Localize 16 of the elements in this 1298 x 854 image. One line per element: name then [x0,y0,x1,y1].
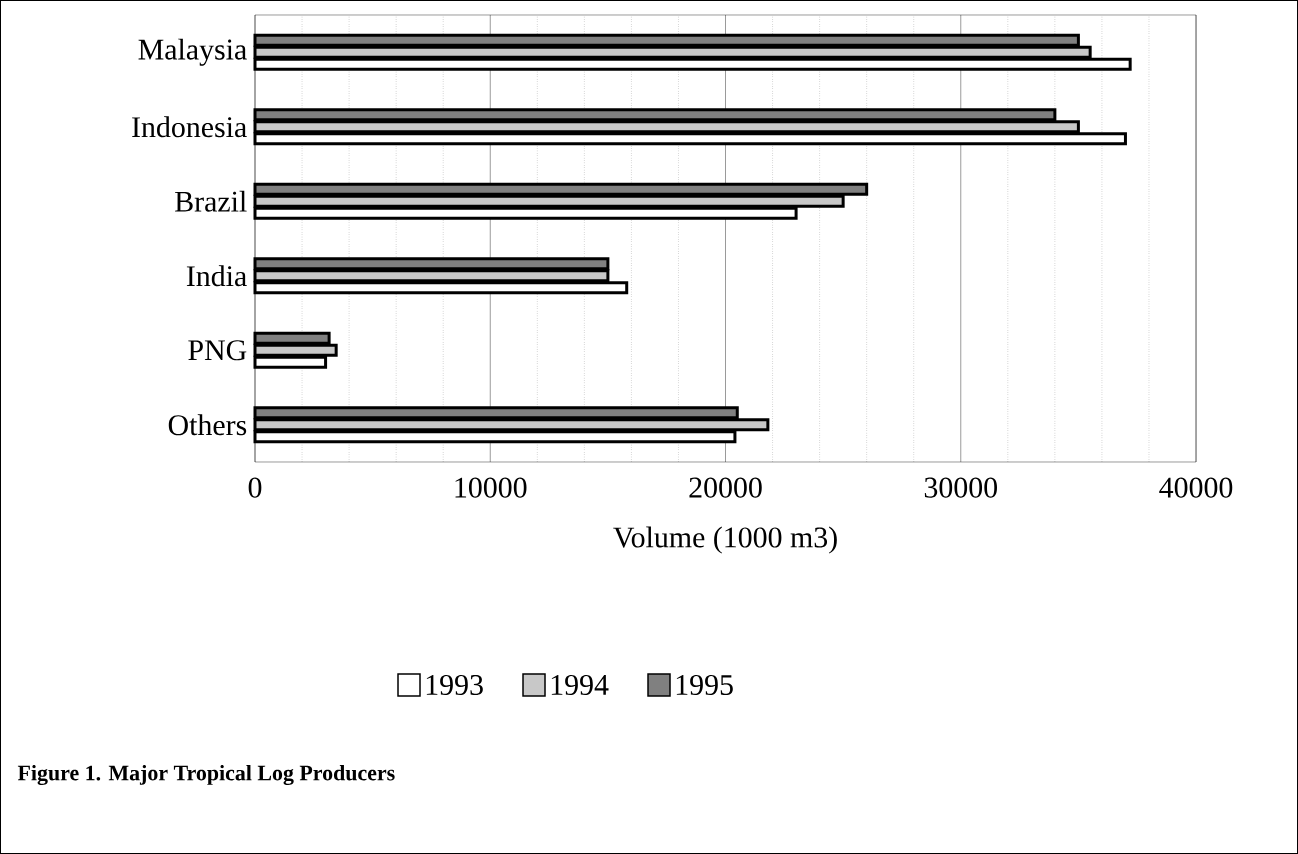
y-tick-label: Others [168,414,247,436]
x-tick-label: 10000 [455,477,527,498]
y-tick-label: PNG [188,340,247,361]
x-tick-label: 30000 [924,477,997,498]
x-tick-label: 20000 [689,477,762,498]
y-tick-label: India [186,265,247,287]
x-tick-label: 0 [248,477,262,498]
legend-label: 1994 [551,674,609,696]
legend-label: 1995 [676,674,733,696]
y-tick-label: Brazil [175,190,247,212]
x-tick-label: 40000 [1159,477,1233,498]
legend-label: 1993 [426,674,483,696]
y-tick-label: Malaysia [138,38,247,66]
y-tick-label: Indonesia [132,116,247,138]
text: Figure 1. Major Tropical Log Producers [17,764,395,786]
x-axis-title: Volume (1000 m3) [613,526,837,554]
